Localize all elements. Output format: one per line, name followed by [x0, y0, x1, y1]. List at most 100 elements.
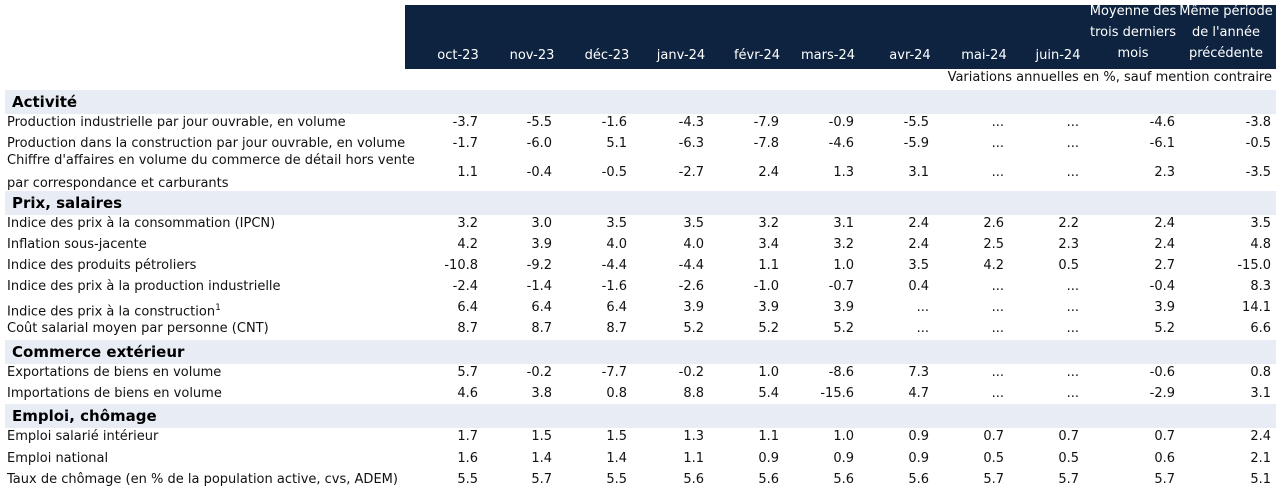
table-cell: 5.7 — [1058, 472, 1079, 487]
row-label-text: Emploi national — [7, 451, 109, 466]
table-cell: -5.9 — [903, 136, 929, 151]
column-header-line: janv-24 — [656, 48, 706, 63]
table-cell: ... — [1066, 321, 1079, 336]
row-label-text: Production industrielle par jour ouvrabl… — [7, 115, 346, 130]
row-label-text: Coût salarial moyen par personne (CNT) — [7, 321, 269, 336]
row-label-text: Inflation sous-jacente — [7, 237, 147, 252]
table-cell: 2.5 — [983, 237, 1004, 252]
table-cell: 6.6 — [1250, 321, 1271, 336]
table-cell: 0.8 — [1250, 365, 1271, 380]
table-cell: -10.8 — [444, 258, 478, 273]
row-label-text: Indice des prix à la production industri… — [7, 279, 281, 294]
table-cell: -4.4 — [678, 258, 704, 273]
table-cell: ... — [1066, 115, 1079, 130]
row-label: Emploi salarié intérieur — [7, 428, 158, 446]
row-label: Chiffre d'affaires en volume du commerce… — [7, 152, 415, 170]
table-cell: 2.7 — [1154, 258, 1175, 273]
table-cell: 5.6 — [758, 472, 779, 487]
table-cell: 0.9 — [908, 451, 929, 466]
table-cell: -4.4 — [601, 258, 627, 273]
footnote-marker: 1 — [215, 303, 221, 313]
column-header: mai-24 — [934, 5, 1034, 69]
table-cell: 3.5 — [1250, 216, 1271, 231]
table-cell: -2.9 — [1149, 386, 1175, 401]
table-cell: 1.7 — [457, 429, 478, 444]
column-header: Même période de l'année précédente — [1176, 4, 1276, 69]
column-header-line: Même période — [1179, 4, 1273, 19]
table-cell: 3.5 — [683, 216, 704, 231]
row-label-text: Importations de biens en volume — [7, 386, 222, 401]
table-cell: -3.8 — [1245, 115, 1271, 130]
row-label-text: Chiffre d'affaires en volume du commerce… — [7, 153, 415, 168]
column-header: déc-23 — [557, 5, 657, 69]
table-cell: 3.9 — [758, 300, 779, 315]
row-label: Indice des prix à la consommation (IPCN) — [7, 215, 275, 233]
section-title: Emploi, chômage — [12, 407, 157, 425]
column-header: avr-24 — [860, 5, 960, 69]
section-title: Commerce extérieur — [12, 343, 185, 361]
row-label: Taux de chômage (en % de la population a… — [7, 471, 398, 489]
table-cell: 0.8 — [606, 386, 627, 401]
table-cell: -5.5 — [903, 115, 929, 130]
table-cell: 4.2 — [983, 258, 1004, 273]
table-cell: 3.9 — [531, 237, 552, 252]
table-cell: 2.3 — [1058, 237, 1079, 252]
table-cell: 3.5 — [908, 258, 929, 273]
table-cell: 2.4 — [1154, 237, 1175, 252]
table-cell: 3.2 — [758, 216, 779, 231]
table-cell: 0.7 — [1058, 429, 1079, 444]
table-cell: 5.2 — [683, 321, 704, 336]
table-cell: 0.5 — [983, 451, 1004, 466]
table-cell: 4.7 — [908, 386, 929, 401]
table-cell: 0.7 — [1154, 429, 1175, 444]
table-cell: -0.7 — [828, 279, 854, 294]
table-cell: -7.9 — [753, 115, 779, 130]
section-header: Activité — [5, 90, 1276, 114]
table-cell: 3.9 — [833, 300, 854, 315]
table-cell: 5.1 — [1250, 472, 1271, 487]
table-cell: -5.5 — [526, 115, 552, 130]
column-header: nov-23 — [482, 5, 582, 69]
column-header-line: nov-23 — [509, 48, 555, 63]
table-cell: 3.9 — [683, 300, 704, 315]
table-cell: 1.3 — [683, 429, 704, 444]
table-cell: ... — [991, 165, 1004, 180]
column-header-line: précédente — [1188, 46, 1264, 61]
table-cell: ... — [991, 115, 1004, 130]
table-cell: 0.4 — [908, 279, 929, 294]
table-cell: -6.0 — [526, 136, 552, 151]
section-title: Prix, salaires — [12, 194, 123, 212]
table-cell: -3.7 — [452, 115, 478, 130]
row-label: Exportations de biens en volume — [7, 364, 221, 382]
table-cell: -2.6 — [678, 279, 704, 294]
row-label-text: Indice des prix à la consommation (IPCN) — [7, 216, 276, 231]
table-cell: 5.6 — [683, 472, 704, 487]
table-cell: 1.0 — [833, 258, 854, 273]
table-cell: 4.0 — [606, 237, 627, 252]
table-cell: 5.7 — [457, 365, 478, 380]
table-cell: -2.7 — [678, 165, 704, 180]
table-cell: -4.6 — [828, 136, 854, 151]
table-cell: 2.3 — [1154, 165, 1175, 180]
table-cell: -3.5 — [1245, 165, 1271, 180]
row-label-text: Taux de chômage (en % de la population a… — [7, 472, 398, 487]
table-cell: 8.7 — [531, 321, 552, 336]
table-cell: 5.5 — [457, 472, 478, 487]
row-label-text: par correspondance et carburants — [7, 176, 229, 191]
row-label-text: Exportations de biens en volume — [7, 365, 222, 380]
table-cell: 0.9 — [758, 451, 779, 466]
column-header-line: févr-24 — [733, 48, 780, 63]
table-cell: 2.4 — [908, 216, 929, 231]
table-cell: 0.7 — [983, 429, 1004, 444]
row-label: Emploi national — [7, 450, 108, 468]
table-cell: 8.8 — [683, 386, 704, 401]
row-label: par correspondance et carburants — [7, 175, 229, 193]
table-cell: ... — [1066, 165, 1079, 180]
table-cell: -0.9 — [828, 115, 854, 130]
table-cell: 5.7 — [1154, 472, 1175, 487]
column-header: janv-24 — [631, 5, 731, 69]
table-cell: 4.6 — [457, 386, 478, 401]
row-label-text: Indice des prix à la construction — [7, 304, 216, 320]
table-cell: ... — [991, 136, 1004, 151]
table-cell: ... — [991, 300, 1004, 315]
